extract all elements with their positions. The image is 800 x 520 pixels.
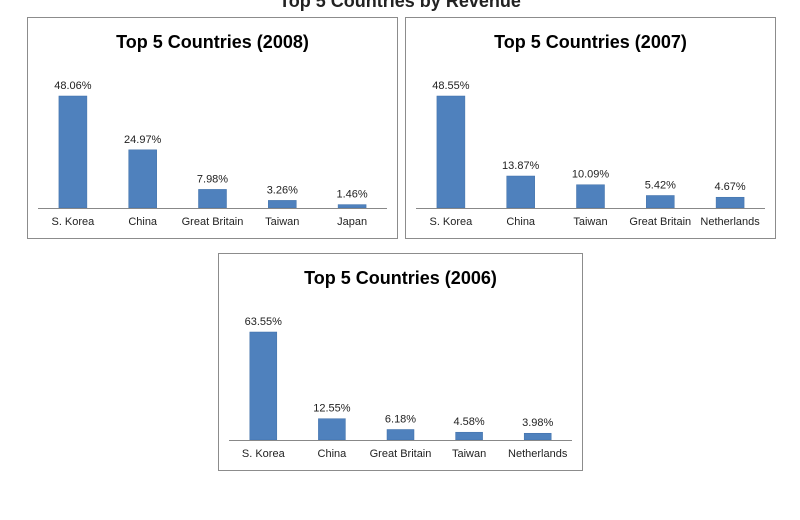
data-label: 4.58%: [453, 416, 484, 428]
data-label: 13.87%: [502, 160, 540, 172]
data-label: 1.46%: [336, 189, 367, 201]
bar: [576, 184, 605, 209]
bar: [506, 175, 535, 209]
x-tick-label: Taiwan: [573, 216, 607, 228]
x-tick-label: Great Britain: [629, 216, 691, 228]
bar: [337, 204, 367, 209]
data-label: 12.55%: [313, 403, 351, 415]
bar: [249, 331, 278, 441]
chart-panel-2008: Top 5 Countries (2008) 48.06% S. Korea 24.9…: [27, 17, 398, 239]
chart-title: Top 5 Countries (2007): [494, 32, 687, 52]
x-tick-label: Netherlands: [700, 216, 760, 228]
chart-title: Top 5 Countries (2006): [304, 268, 497, 288]
bar-chart-2007: Top 5 Countries (2007) 48.55% S. Korea 13.8…: [416, 32, 765, 228]
bar: [455, 431, 483, 441]
x-tick-label: China: [318, 448, 348, 460]
data-label: 48.06%: [54, 80, 92, 92]
bar: [386, 429, 415, 441]
x-tick-label: Great Britain: [370, 448, 432, 460]
data-label: 24.97%: [124, 134, 162, 146]
x-tick-label: Taiwan: [265, 216, 299, 228]
x-tick-label: Netherlands: [508, 448, 568, 460]
chart-title: Top 5 Countries (2008): [116, 32, 309, 52]
bar: [128, 149, 157, 209]
x-tick-label: Taiwan: [452, 448, 486, 460]
data-label: 6.18%: [385, 413, 416, 425]
data-label: 5.42%: [645, 179, 676, 191]
bar: [436, 95, 466, 209]
bar: [268, 200, 297, 209]
bar-chart-2008: Top 5 Countries (2008) 48.06% S. Korea 24.9…: [38, 32, 387, 228]
data-label: 7.98%: [197, 173, 228, 185]
bar: [646, 195, 675, 209]
x-tick-label: S. Korea: [429, 216, 473, 228]
x-tick-label: S. Korea: [51, 216, 95, 228]
chart-panel-2006: Top 5 Countries (2006) 63.55% S. Korea 12.5…: [218, 253, 583, 471]
bar: [318, 418, 346, 441]
bar: [58, 95, 88, 209]
data-label: 48.55%: [432, 80, 470, 92]
data-label: 3.98%: [522, 417, 553, 429]
data-label: 10.09%: [572, 169, 610, 181]
bar-chart-2006: Top 5 Countries (2006) 63.55% S. Korea 12.5…: [229, 268, 572, 460]
data-label: 4.67%: [714, 181, 745, 193]
bar: [198, 189, 227, 209]
page-title-cut-off: Top 5 Countries by Revenue: [279, 0, 521, 11]
x-tick-label: China: [128, 216, 158, 228]
x-tick-label: Great Britain: [182, 216, 244, 228]
x-tick-label: S. Korea: [242, 448, 286, 460]
x-tick-label: China: [506, 216, 536, 228]
chart-panel-2007: Top 5 Countries (2007) 48.55% S. Korea 13.8…: [405, 17, 776, 239]
x-tick-label: Japan: [337, 216, 367, 228]
data-label: 63.55%: [245, 316, 283, 328]
bar: [523, 432, 552, 441]
bar: [715, 196, 745, 209]
data-label: 3.26%: [267, 184, 298, 196]
